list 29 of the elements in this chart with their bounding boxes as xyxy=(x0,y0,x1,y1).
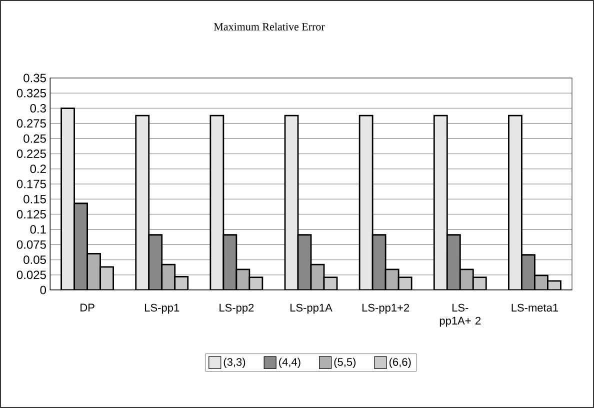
y-tick-label: 0.05 xyxy=(24,255,46,264)
y-tick-label: 0.125 xyxy=(16,210,46,219)
y-tick-label: 0 xyxy=(40,286,46,294)
y-tick-label: 0.1 xyxy=(30,225,46,234)
x-tick-label: LS-pp1A+ 2 xyxy=(440,304,481,327)
y-tick-label: 0.175 xyxy=(16,180,46,188)
y-tick-label: 0.2 xyxy=(30,164,46,174)
x-tick-label: LS-pp1A xyxy=(290,304,332,314)
x-tick-label: DP xyxy=(80,304,94,312)
y-tick-label: 0.025 xyxy=(16,270,46,280)
y-tick-label: 0.225 xyxy=(16,149,46,158)
bar xyxy=(284,114,299,290)
y-tick-label: 0.3 xyxy=(30,104,46,113)
y-tick-label: 0.325 xyxy=(16,88,46,98)
x-tick-label: LS-pp2 xyxy=(220,304,254,314)
legend-label: (5,5) xyxy=(334,358,356,368)
x-tick-label: LS-meta1 xyxy=(512,304,558,312)
legend-label: (4,4) xyxy=(279,358,300,368)
legend-label: (6,6) xyxy=(389,358,411,368)
y-tick-label: 0.075 xyxy=(16,240,46,249)
x-tick-label: LS-pp1+2 xyxy=(362,304,410,314)
x-tick-label: LS-pp1 xyxy=(145,304,180,314)
y-tick-label: 0.25 xyxy=(24,134,46,143)
chart-title: Maximum Relative Error xyxy=(214,22,325,30)
y-tick-label: 0.35 xyxy=(24,74,46,82)
legend-label: (3,3) xyxy=(224,358,246,368)
y-tick-label: 0.15 xyxy=(24,194,46,204)
bar xyxy=(297,234,312,290)
y-tick-label: 0.275 xyxy=(16,119,46,128)
